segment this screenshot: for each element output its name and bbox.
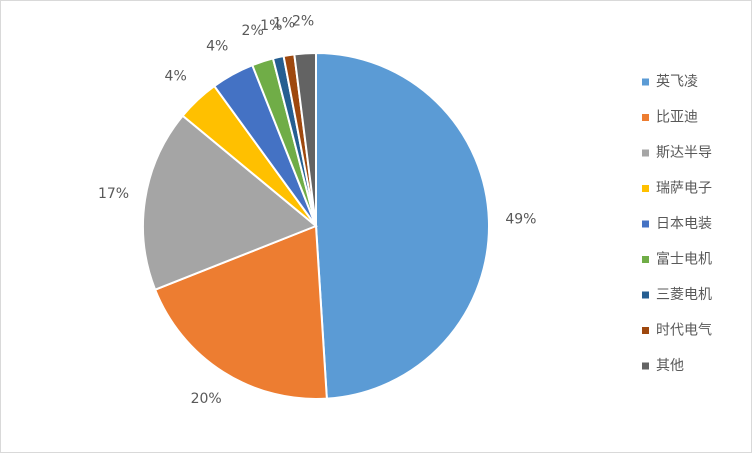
data-label: 17% [98, 186, 129, 202]
legend-marker [642, 149, 649, 157]
legend-label: 富士电机 [656, 251, 712, 268]
data-label: 2% [242, 23, 264, 39]
data-label: 1% [260, 18, 282, 34]
legend-label: 其他 [656, 358, 684, 374]
legend-marker [642, 114, 649, 121]
legend-marker [642, 185, 649, 192]
legend-label: 三菱电机 [656, 287, 712, 303]
data-label: 4% [165, 69, 187, 85]
legend-marker [642, 291, 649, 299]
legend-label: 日本电装 [656, 216, 712, 232]
legend-marker [642, 362, 649, 370]
pie-slice [153, 224, 328, 400]
data-label: 20% [191, 391, 222, 407]
data-label: 2% [292, 13, 314, 29]
data-label: 49% [505, 212, 536, 228]
legend-marker [642, 327, 649, 334]
pie-slice [293, 51, 317, 227]
pie-slice [142, 114, 318, 291]
data-label: 1% [273, 16, 295, 32]
legend-marker [642, 78, 649, 86]
legend-label: 瑞萨电子 [656, 181, 712, 197]
pie-slice [315, 51, 491, 400]
legend-label: 比亚迪 [656, 110, 698, 126]
legend-label: 时代电气 [656, 323, 712, 339]
legend-marker [642, 256, 649, 263]
data-label: 4% [206, 38, 228, 54]
legend-marker [642, 220, 649, 228]
legend-label: 斯达半导 [656, 145, 712, 161]
legend-label: 英飞凌 [656, 73, 698, 90]
